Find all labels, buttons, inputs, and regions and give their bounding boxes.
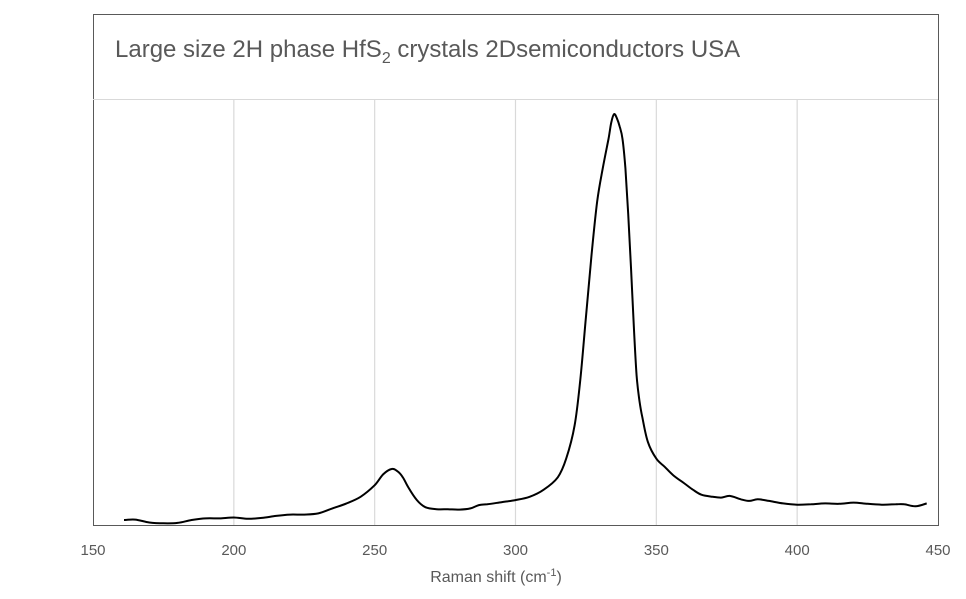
x-tick-label-300: 300 — [503, 542, 528, 559]
x-axis-label: Raman shift (cm-1) — [430, 567, 562, 586]
x-tick-label-400: 400 — [785, 542, 810, 559]
series-layer — [123, 113, 927, 525]
x-tick-label-150: 150 — [80, 542, 105, 559]
x-tick-label-200: 200 — [221, 542, 246, 559]
x-axis-ticks: 150 200 250 300 350 400 450 — [80, 542, 950, 559]
x-tick-label-250: 250 — [362, 542, 387, 559]
x-tick-label-450: 450 — [925, 542, 950, 559]
vertical-gridlines — [233, 100, 798, 525]
chart-title: Large size 2H phase HfS2 crystals 2Dsemi… — [115, 36, 740, 67]
x-tick-label-350: 350 — [644, 542, 669, 559]
series-line-0 — [123, 113, 927, 525]
